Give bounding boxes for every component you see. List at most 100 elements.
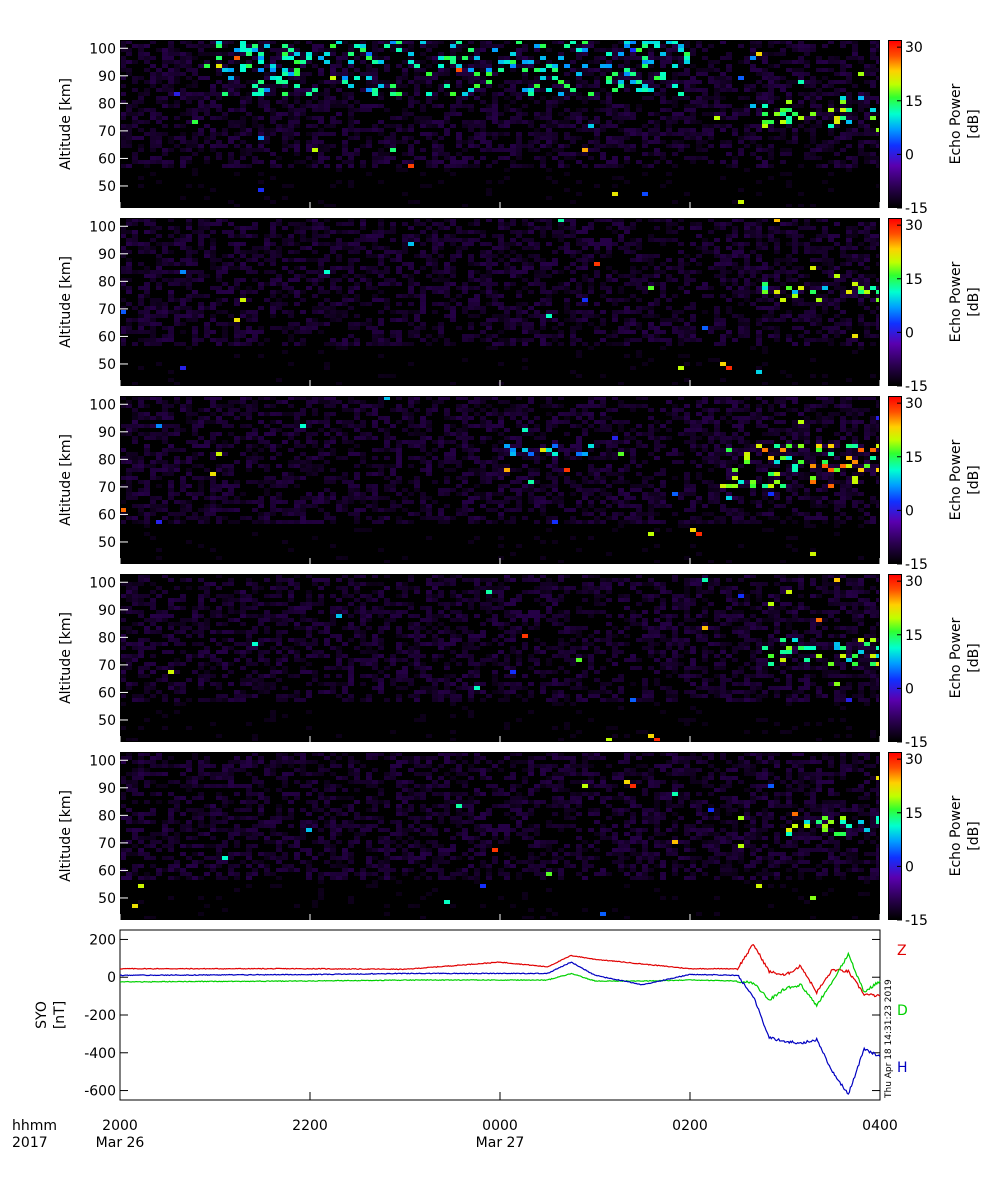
heatmap-svg-2 bbox=[120, 218, 880, 386]
ytick-label-2-3: 80 bbox=[98, 274, 116, 290]
xtick-time-0: 2000 bbox=[102, 1118, 138, 1134]
ytick-label-2-4: 90 bbox=[98, 247, 116, 263]
heatmap-cells-2 bbox=[120, 218, 880, 386]
timestamp: Thu Apr 18 14:31:23 2019 bbox=[884, 979, 894, 1099]
line-ylabel: SYO [nT] bbox=[34, 1001, 68, 1029]
xtick-time-3: 0200 bbox=[672, 1118, 708, 1134]
ytick-label-3-2: 70 bbox=[98, 480, 116, 496]
xaxis-row1-label: hhmm bbox=[12, 1118, 57, 1134]
ylabel-2: Altitude [km] bbox=[58, 256, 74, 348]
ytick-label-2-1: 60 bbox=[98, 329, 116, 345]
colorbar-1 bbox=[888, 40, 902, 208]
legend-label-Z: Z bbox=[897, 943, 907, 959]
ylabel-1: Altitude [km] bbox=[58, 78, 74, 170]
colorbar-tick-4-1: 0 bbox=[905, 681, 914, 697]
heatmap-cells-3 bbox=[120, 396, 880, 564]
ytick-label-2-0: 50 bbox=[98, 357, 116, 373]
ytick-label-5-0: 50 bbox=[98, 891, 116, 907]
colorbar-5 bbox=[888, 752, 902, 920]
colorbar-tick-3-0: -15 bbox=[905, 557, 928, 573]
line-ytick-label-3: -400 bbox=[84, 1046, 116, 1062]
ytick-label-5-5: 100 bbox=[89, 753, 116, 769]
legend-label-H: H bbox=[897, 1060, 908, 1076]
heatmap-panel-5 bbox=[120, 752, 880, 920]
series-line-H bbox=[119, 961, 881, 1095]
heatmap-cells-1 bbox=[120, 40, 880, 208]
heatmap-cells-5 bbox=[120, 752, 880, 920]
colorbar-tick-1-3: 30 bbox=[905, 40, 923, 56]
colorbar-tick-2-2: 15 bbox=[905, 272, 923, 288]
ylabel-4: Altitude [km] bbox=[58, 612, 74, 704]
colorbar-tick-5-1: 0 bbox=[905, 859, 914, 875]
colorbar-3 bbox=[888, 396, 902, 564]
heatmap-panel-1 bbox=[120, 40, 880, 208]
ytick-label-3-4: 90 bbox=[98, 425, 116, 441]
ytick-label-5-2: 70 bbox=[98, 836, 116, 852]
ytick-label-4-5: 100 bbox=[89, 575, 116, 591]
colorbar-tick-4-0: -15 bbox=[905, 735, 928, 751]
line-ytick-label-1: 0 bbox=[107, 970, 116, 986]
legend-label-D: D bbox=[897, 1003, 908, 1019]
xtick-time-4: 0400 bbox=[862, 1118, 898, 1134]
ytick-label-2-2: 70 bbox=[98, 302, 116, 318]
series-line-Z bbox=[119, 944, 881, 998]
xtick-time-1: 2200 bbox=[292, 1118, 328, 1134]
ytick-label-1-4: 90 bbox=[98, 69, 116, 85]
ytick-label-1-1: 60 bbox=[98, 151, 116, 167]
heatmap-svg-5 bbox=[120, 752, 880, 920]
colorbar-tick-4-2: 15 bbox=[905, 628, 923, 644]
colorbar-tick-1-1: 0 bbox=[905, 147, 914, 163]
colorbar-tick-2-1: 0 bbox=[905, 325, 914, 341]
ytick-label-1-0: 50 bbox=[98, 179, 116, 195]
ytick-label-5-4: 90 bbox=[98, 781, 116, 797]
colorbar-4 bbox=[888, 574, 902, 742]
heatmap-cells-4 bbox=[120, 574, 880, 742]
colorbar-label-3: Echo Power [dB] bbox=[948, 439, 982, 520]
colorbar-tick-3-3: 30 bbox=[905, 396, 923, 412]
colorbar-tick-3-2: 15 bbox=[905, 450, 923, 466]
ylabel-5: Altitude [km] bbox=[58, 790, 74, 882]
colorbar-tick-4-3: 30 bbox=[905, 574, 923, 590]
line-ytick-label-4: -600 bbox=[84, 1084, 116, 1100]
xtick-time-2: 0000 bbox=[482, 1118, 518, 1134]
colorbar-tick-5-3: 30 bbox=[905, 752, 923, 768]
ytick-label-3-0: 50 bbox=[98, 535, 116, 551]
heatmap-panel-4 bbox=[120, 574, 880, 742]
colorbar-tick-1-0: -15 bbox=[905, 201, 928, 217]
colorbar-tick-2-0: -15 bbox=[905, 379, 928, 395]
ytick-label-4-3: 80 bbox=[98, 630, 116, 646]
ytick-label-1-5: 100 bbox=[89, 41, 116, 57]
line-plot-frame bbox=[119, 929, 881, 1101]
heatmap-panel-2 bbox=[120, 218, 880, 386]
colorbar-tick-1-2: 15 bbox=[905, 94, 923, 110]
colorbar-2 bbox=[888, 218, 902, 386]
heatmap-panel-3 bbox=[120, 396, 880, 564]
xtick-date-0: Mar 26 bbox=[96, 1135, 145, 1151]
ytick-label-4-4: 90 bbox=[98, 603, 116, 619]
ytick-label-1-2: 70 bbox=[98, 124, 116, 140]
heatmap-svg-3 bbox=[120, 396, 880, 564]
line-ytick-label-2: -200 bbox=[84, 1008, 116, 1024]
heatmap-svg-4 bbox=[120, 574, 880, 742]
ylabel-3: Altitude [km] bbox=[58, 434, 74, 526]
xtick-date-2: Mar 27 bbox=[476, 1135, 525, 1151]
ytick-label-4-0: 50 bbox=[98, 713, 116, 729]
colorbar-tick-5-2: 15 bbox=[905, 806, 923, 822]
ytick-label-4-2: 70 bbox=[98, 658, 116, 674]
colorbar-tick-2-3: 30 bbox=[905, 218, 923, 234]
colorbar-label-5: Echo Power [dB] bbox=[948, 795, 982, 876]
ytick-label-5-3: 80 bbox=[98, 808, 116, 824]
ytick-label-5-1: 60 bbox=[98, 863, 116, 879]
ytick-label-1-3: 80 bbox=[98, 96, 116, 112]
colorbar-label-2: Echo Power [dB] bbox=[948, 261, 982, 342]
series-line-D bbox=[119, 951, 881, 1008]
colorbar-label-1: Echo Power [dB] bbox=[948, 83, 982, 164]
colorbar-tick-3-1: 0 bbox=[905, 503, 914, 519]
ytick-label-3-1: 60 bbox=[98, 507, 116, 523]
line-ytick-label-0: 200 bbox=[89, 932, 116, 948]
colorbar-label-4: Echo Power [dB] bbox=[948, 617, 982, 698]
ytick-label-3-5: 100 bbox=[89, 397, 116, 413]
ytick-label-4-1: 60 bbox=[98, 685, 116, 701]
colorbar-tick-5-0: -15 bbox=[905, 913, 928, 929]
